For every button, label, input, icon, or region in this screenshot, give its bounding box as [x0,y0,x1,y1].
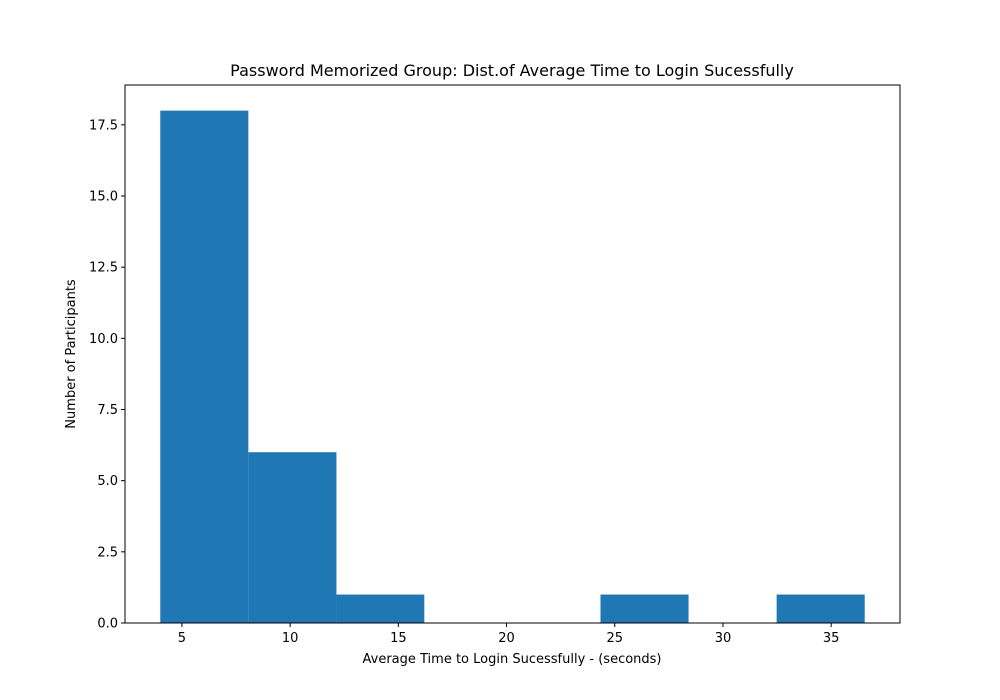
x-tick-label: 35 [823,631,840,646]
x-tick-label: 5 [178,631,186,646]
x-axis-ticks: 5 10 15 20 25 30 35 [178,623,840,646]
bars-layer [160,110,865,624]
y-tick-label: 2.5 [97,545,118,560]
y-axis-label: Number of Participants [64,279,79,429]
histogram-bar-7 [776,594,865,623]
x-tick-label: 20 [498,631,515,646]
x-tick-label: 15 [390,631,407,646]
y-axis-ticks: 0.0 2.5 5.0 7.5 10.0 12.5 15.0 17.5 [89,118,125,632]
x-tick-label: 25 [606,631,623,646]
histogram-bar-2 [336,594,425,623]
chart-title: Password Memorized Group: Dist.of Averag… [230,61,794,80]
y-tick-label: 15.0 [89,190,118,205]
y-tick-label: 12.5 [89,261,118,276]
histogram-bar-1 [248,452,337,623]
axes-frame [124,84,901,624]
x-axis-label: Average Time to Login Sucessfully - (sec… [363,652,662,667]
y-tick-label: 0.0 [97,617,118,632]
y-tick-label: 5.0 [97,474,118,489]
histogram-bar-0 [160,110,249,624]
y-tick-label: 17.5 [89,118,118,133]
y-tick-label: 10.0 [89,332,118,347]
histogram-bar-5 [600,594,689,623]
x-tick-label: 10 [282,631,299,646]
x-tick-label: 30 [715,631,732,646]
y-tick-label: 7.5 [97,403,118,418]
